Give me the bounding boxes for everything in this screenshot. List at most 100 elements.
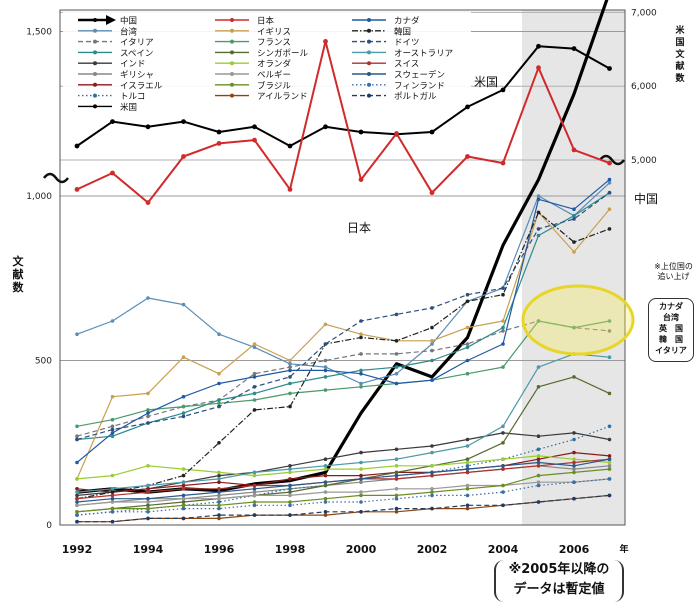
legend-marker	[93, 50, 97, 55]
note-line-2: データは暫定値	[513, 582, 605, 597]
series-point	[75, 500, 79, 504]
series-point	[288, 500, 292, 504]
series-point	[501, 424, 505, 429]
x-tick-label: 1996	[204, 543, 235, 556]
series-point	[465, 506, 470, 511]
series-point	[359, 473, 363, 478]
series-point	[607, 477, 612, 481]
series-point	[146, 391, 150, 396]
series-point	[252, 470, 257, 475]
series-point	[607, 177, 612, 182]
series-point	[252, 375, 257, 379]
legend-marker	[93, 72, 97, 76]
series-point	[75, 477, 79, 481]
y2-tick-label: 5,000	[631, 156, 657, 166]
y2-tick-label: 6,000	[631, 82, 657, 92]
label-china: 中国	[634, 191, 658, 206]
legend-marker	[367, 93, 371, 98]
series-line	[76, 40, 610, 204]
series-point	[359, 450, 363, 455]
series-point	[323, 342, 328, 346]
series-point	[252, 487, 257, 491]
series-point	[217, 398, 221, 402]
x-tick-label: 2004	[488, 543, 519, 556]
series-point	[288, 381, 292, 386]
series-point	[217, 480, 221, 485]
series-point	[501, 431, 505, 435]
series-point	[110, 434, 115, 439]
series-point	[217, 381, 221, 386]
series-point	[323, 483, 328, 488]
legend-label: 韓国	[394, 26, 411, 37]
series-point	[323, 464, 328, 468]
legend-marker	[230, 93, 234, 98]
series-point	[181, 154, 186, 159]
series-line	[76, 45, 610, 147]
series-point	[110, 487, 115, 491]
series-point	[465, 345, 470, 350]
series-point	[75, 487, 79, 491]
series-point	[394, 506, 399, 511]
legend-marker	[367, 39, 371, 44]
series-point	[75, 519, 79, 524]
series-line	[76, 478, 610, 516]
series-point	[181, 411, 186, 415]
series-point	[465, 487, 470, 491]
series-point	[75, 493, 79, 498]
series-point	[110, 417, 115, 422]
series-point	[465, 460, 470, 465]
series-line	[76, 211, 610, 500]
axis-break-left	[43, 172, 69, 184]
series-point	[465, 154, 470, 159]
y2-axis-title-char: 国	[675, 37, 684, 48]
series-point	[572, 217, 576, 221]
legend-marker	[93, 18, 97, 22]
series-point	[572, 480, 576, 485]
series-point	[465, 467, 470, 471]
legend-label: ベルギー	[257, 71, 291, 81]
series-point	[501, 490, 505, 494]
series-point	[217, 473, 221, 478]
series-point	[430, 493, 434, 498]
series-point	[465, 444, 470, 448]
series-point	[181, 506, 186, 511]
x-tick-label: 1994	[133, 543, 164, 556]
series-point	[430, 358, 434, 363]
series-point	[74, 187, 80, 192]
series-point	[536, 500, 541, 504]
series-point	[323, 496, 328, 501]
series-point	[607, 329, 612, 333]
series-point	[110, 170, 115, 176]
series-point	[217, 493, 221, 498]
series-point	[110, 424, 115, 429]
series-point	[430, 444, 434, 448]
series-point	[323, 480, 328, 485]
series-point	[536, 454, 541, 458]
series-point	[146, 411, 150, 415]
series-line	[76, 478, 610, 506]
series-point	[394, 365, 399, 369]
x-tick-label: 1998	[275, 543, 306, 556]
series-point	[146, 506, 150, 511]
series-point	[465, 299, 470, 304]
legend-label: カナダ	[394, 16, 420, 27]
series-point	[217, 477, 221, 481]
provisional-shade	[522, 10, 625, 525]
series-point	[288, 365, 292, 369]
series-point	[394, 493, 399, 498]
y-tick-label: 1,500	[26, 28, 52, 38]
legend-marker	[367, 72, 371, 76]
series-point	[358, 177, 364, 183]
series-point	[501, 365, 505, 369]
series-point	[146, 516, 150, 521]
series-point	[500, 160, 506, 166]
series-point	[607, 227, 612, 231]
series-point	[181, 355, 186, 360]
series-point	[288, 503, 292, 508]
legend-label: ポルトガル	[394, 91, 437, 102]
series-point	[465, 470, 470, 475]
series-point	[252, 513, 257, 517]
series-point	[607, 460, 612, 465]
x-unit-label: 年	[619, 543, 628, 555]
